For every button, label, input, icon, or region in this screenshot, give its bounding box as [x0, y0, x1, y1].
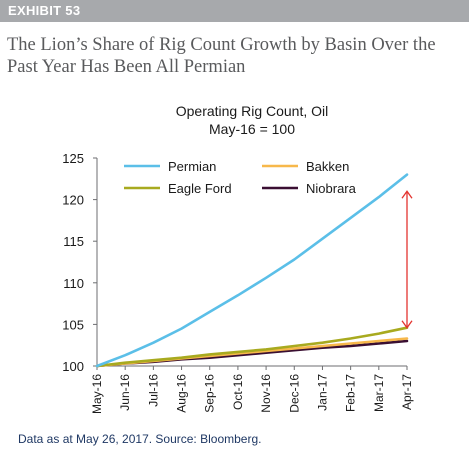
source-note: Data as at May 26, 2017. Source: Bloombe…: [18, 432, 262, 446]
y-tick-label: 120: [62, 193, 84, 208]
x-tick-label: Mar-17: [372, 374, 386, 412]
x-tick-label: Apr-17: [400, 374, 414, 410]
x-tick-label: Jan-17: [315, 374, 329, 411]
y-tick-label: 100: [62, 359, 84, 374]
headline-line-1: The Lion’s Share of Rig Count Growth by …: [7, 35, 436, 55]
x-tick-label: Oct-16: [231, 374, 245, 410]
y-tick-label: 125: [62, 151, 84, 166]
x-tick-label: Sep-16: [203, 374, 217, 413]
arrow-head-top: [401, 190, 413, 199]
x-tick-label: Feb-17: [344, 374, 358, 412]
x-tick-label: Nov-16: [259, 374, 273, 413]
legend-label-permian: Permian: [168, 159, 216, 174]
rig-count-chart: Operating Rig Count, Oil May-16 = 100 100 1…: [62, 103, 414, 414]
legend-label-eagle-ford: Eagle Ford: [168, 181, 232, 196]
y-tick-label: 105: [62, 317, 84, 332]
x-tick-label: Jun-16: [118, 374, 132, 411]
x-tick-label: Dec-16: [287, 374, 301, 413]
exhibit-label: EXHIBIT 53: [8, 3, 81, 18]
x-tick-label: Jul-16: [146, 374, 160, 407]
chart-subtitle: May-16 = 100: [209, 121, 295, 137]
chart-title: Operating Rig Count, Oil: [176, 103, 329, 119]
x-tick-label: May-16: [90, 374, 104, 414]
y-tick-label: 115: [63, 234, 84, 249]
series-line-eagle-ford: [95, 326, 409, 368]
x-tick-label: Aug-16: [175, 374, 189, 413]
arrow-head-bottom: [401, 320, 413, 329]
headline-line-2: Past Year Has Been All Permian: [7, 57, 246, 77]
y-tick-label: 110: [63, 276, 84, 291]
series-line-permian: [95, 173, 409, 368]
headline: The Lion’s Share of Rig Count Growth by …: [7, 34, 467, 78]
exhibit-header-bar: EXHIBIT 53: [0, 0, 469, 22]
legend-label-bakken: Bakken: [306, 159, 349, 174]
legend-label-niobrara: Niobrara: [306, 181, 357, 196]
